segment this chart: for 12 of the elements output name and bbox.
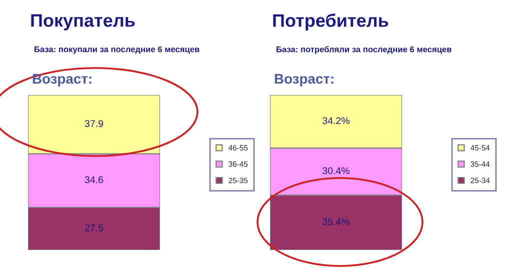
data-label: 27.5 — [85, 224, 104, 232]
data-label: 34.2% — [322, 117, 350, 124]
chart-title: Покупатель — [31, 14, 135, 30]
data-label: 34.6 — [84, 176, 104, 184]
text: Возраст: — [274, 74, 334, 86]
data-label: 30.4% — [322, 167, 350, 174]
chart-subtitle: База: покупали за последние 6 месяцев — [34, 46, 200, 54]
chart-title: Потребитель — [273, 14, 388, 30]
data-label: 35.4% — [322, 218, 350, 226]
chart-subtitle: База: потребляли за последние 6 месяцев — [276, 46, 452, 54]
data-label: 37.9 — [84, 120, 103, 127]
text: Возраст: — [32, 74, 92, 86]
